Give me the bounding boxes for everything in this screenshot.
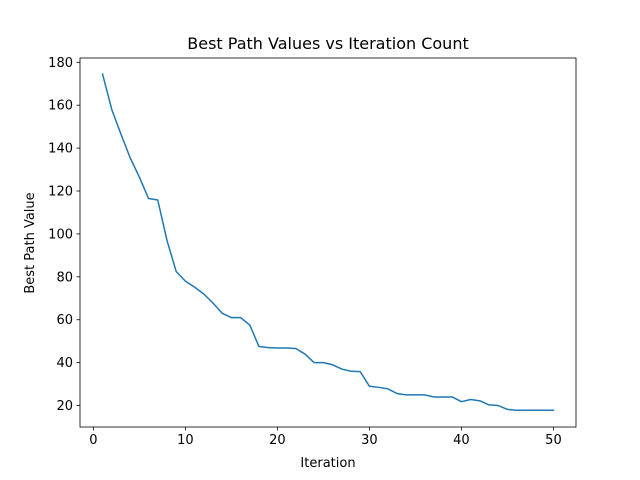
x-tick-label: 30 bbox=[361, 433, 378, 448]
y-tick-label: 180 bbox=[48, 56, 73, 71]
y-tick-label: 160 bbox=[48, 99, 73, 114]
x-tick-label: 40 bbox=[453, 433, 470, 448]
y-tick-label: 20 bbox=[56, 399, 73, 414]
y-tick-label: 120 bbox=[48, 185, 73, 200]
y-tick-label: 60 bbox=[56, 313, 73, 328]
y-tick-label: 40 bbox=[56, 356, 73, 371]
x-axis-ticks: 0 10 20 30 40 50 bbox=[89, 427, 562, 448]
x-axis-label: Iteration bbox=[300, 456, 355, 471]
x-tick-label: 10 bbox=[177, 433, 194, 448]
x-tick-label: 50 bbox=[545, 433, 562, 448]
y-axis-label: Best Path Value bbox=[23, 192, 38, 293]
series-line-0 bbox=[101, 73, 555, 412]
y-tick-label: 140 bbox=[48, 142, 73, 157]
y-tick-label: 100 bbox=[48, 227, 73, 242]
chart-title: Best Path Values vs Iteration Count bbox=[187, 34, 468, 53]
y-axis-ticks: 20 40 60 80 100 120 140 160 180 bbox=[48, 56, 80, 414]
plot-area bbox=[79, 57, 577, 428]
x-tick-label: 0 bbox=[89, 433, 97, 448]
y-tick-label: 80 bbox=[56, 270, 73, 285]
x-tick-label: 20 bbox=[269, 433, 286, 448]
axes-frame bbox=[79, 57, 577, 428]
